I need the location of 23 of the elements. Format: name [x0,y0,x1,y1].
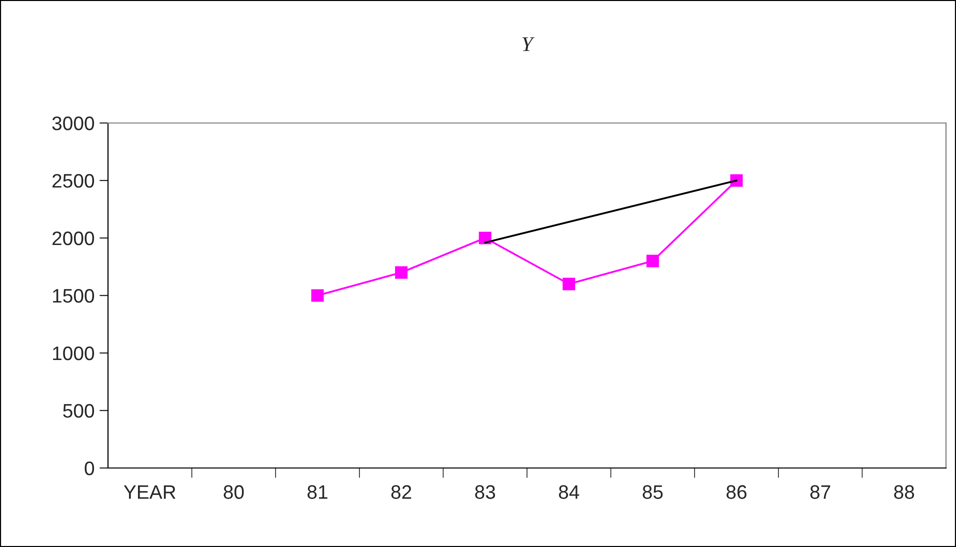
y-tick-label: 2500 [52,174,94,188]
y-tick-label: 0 [84,461,94,476]
x-tick-label: 88 [894,485,914,499]
y-tick-label: 500 [63,404,94,418]
x-tick-label: 80 [224,485,244,499]
point [395,266,408,279]
chart-title: Y [522,37,535,52]
y-tick-label: 3000 [52,116,94,130]
y-tick-label: 1000 [53,346,94,360]
x-tick-label: YEAR [124,485,176,499]
x-tick-label: 87 [810,485,830,499]
x-tick-label: 85 [642,485,663,499]
point [562,278,576,290]
x-tick-label: 86 [726,485,746,499]
y-tick-label: 2000 [52,231,94,246]
x-tick-label: 82 [391,485,412,499]
x-tick-label: 81 [308,485,328,499]
point [478,232,492,244]
x-tick-label: 84 [558,485,580,499]
y-tick-label: 1500 [53,288,94,303]
x-tick-label: 83 [475,485,496,499]
point [646,254,659,268]
point [311,289,324,302]
